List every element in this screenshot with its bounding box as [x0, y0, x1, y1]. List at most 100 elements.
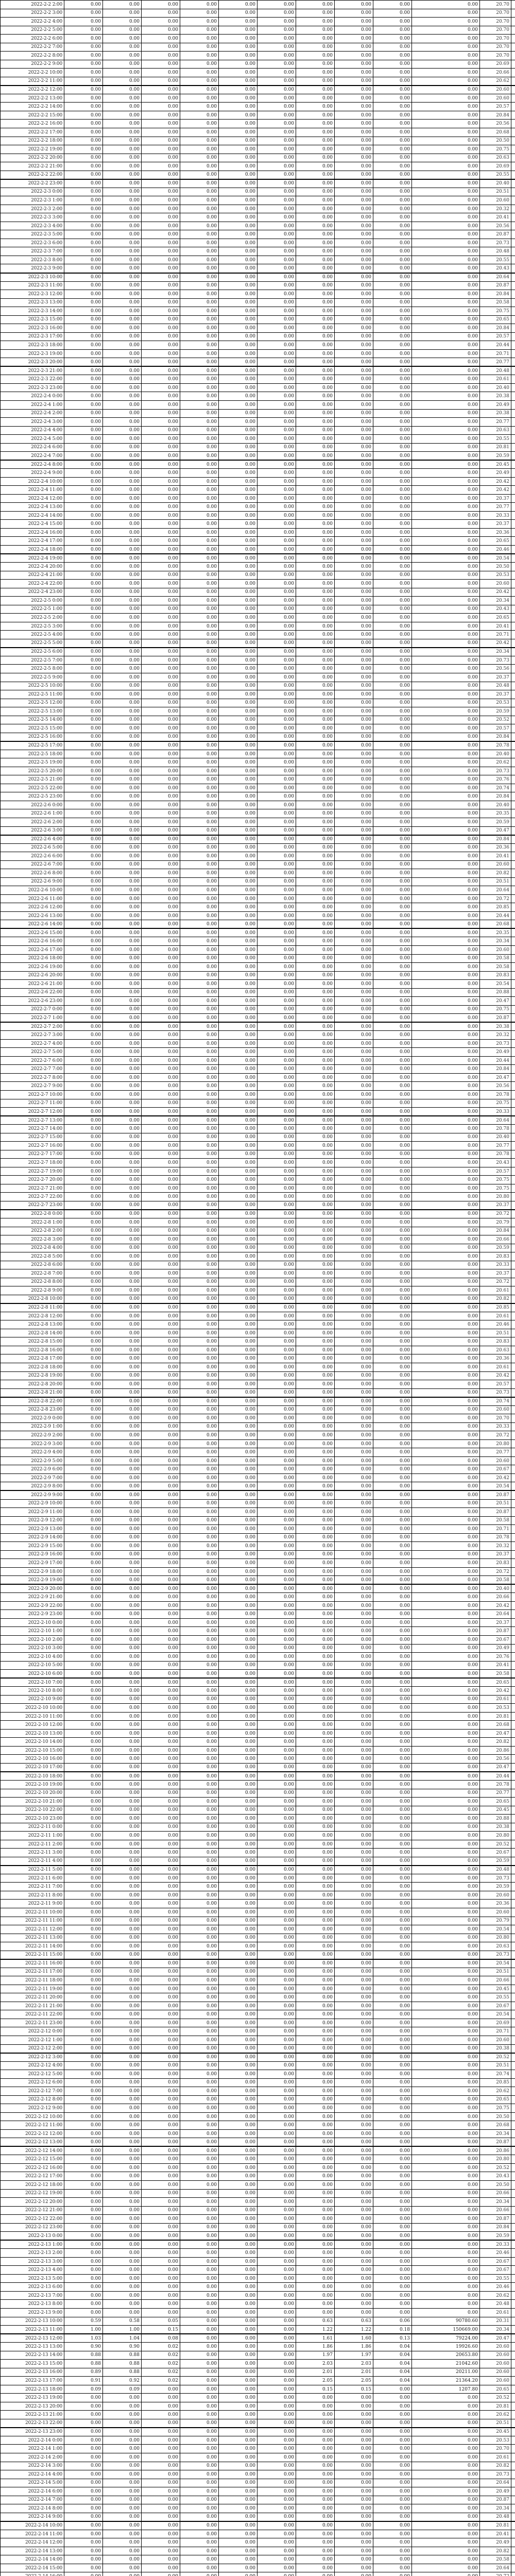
cell-value-1[interactable]: 0.00 — [64, 1064, 103, 1074]
cell-value-8[interactable]: 0.00 — [334, 1107, 373, 1116]
cell-value-1[interactable]: 0.00 — [64, 17, 103, 26]
cell-value-10[interactable]: 0.00 — [411, 1149, 480, 1159]
cell-value-5[interactable]: 0.00 — [218, 1762, 258, 1772]
cell-value-3[interactable]: 0.00 — [141, 1711, 180, 1721]
cell-value-9[interactable]: 0.04 — [373, 2359, 412, 2368]
cell-value-5[interactable]: 0.00 — [218, 758, 258, 767]
cell-value-3[interactable]: 0.00 — [141, 1141, 180, 1150]
cell-value-7[interactable]: 0.00 — [296, 2172, 335, 2181]
cell-value-3[interactable]: 0.00 — [141, 954, 180, 963]
cell-value-1[interactable]: 0.00 — [64, 2546, 103, 2556]
cell-value-1[interactable]: 0.00 — [64, 2572, 103, 2576]
cell-value-9[interactable]: 0.00 — [373, 247, 412, 256]
cell-value-4[interactable]: 0.00 — [180, 358, 219, 367]
cell-value-10[interactable]: 0.00 — [411, 1993, 480, 2002]
table-row[interactable]: 2022-2-2 6:00 0.00 0.00 0.00 0.00 0.00 0.00 0.0… — [0, 34, 515, 43]
cell-value-6[interactable]: 0.00 — [257, 587, 296, 597]
table-row[interactable]: 2022-2-6 13:00 0.00 0.00 0.00 0.00 0.00 0.00 0.… — [0, 911, 515, 921]
cell-value-2[interactable]: 0.00 — [102, 1516, 142, 1526]
cell-value-6[interactable]: 0.00 — [257, 1260, 296, 1270]
cell-value-9[interactable]: 0.00 — [373, 2495, 412, 2505]
cell-timestamp[interactable]: 2022-2-6 8:00 — [0, 869, 64, 878]
cell-value-2[interactable]: 0.00 — [102, 1098, 142, 1108]
cell-value-3[interactable]: 0.00 — [141, 1925, 180, 1934]
cell-value-5[interactable]: 0.00 — [218, 1754, 258, 1764]
cell-value-11[interactable]: 20.63 — [479, 153, 511, 163]
cell-value-7[interactable]: 0.00 — [296, 775, 335, 784]
table-row[interactable]: 2022-2-2 3:00 0.00 0.00 0.00 0.00 0.00 0.00 0.0… — [0, 8, 515, 18]
cell-value-12[interactable]: 15.82 — [511, 2027, 515, 2036]
cell-value-5[interactable]: 0.00 — [218, 1635, 258, 1645]
cell-value-11[interactable]: 20.52 — [479, 2393, 511, 2402]
table-row[interactable]: 2022-2-4 5:00 0.00 0.00 0.00 0.00 0.00 0.00 0.0… — [0, 434, 515, 444]
cell-value-12[interactable]: 18.99 — [511, 2172, 515, 2181]
cell-value-10[interactable]: 0.00 — [411, 42, 480, 52]
cell-value-6[interactable]: 0.00 — [257, 2282, 296, 2292]
cell-value-10[interactable]: 0.00 — [411, 281, 480, 291]
cell-timestamp[interactable]: 2022-2-8 13:00 — [0, 1320, 64, 1329]
cell-value-2[interactable]: 0.00 — [102, 1976, 142, 1985]
cell-value-1[interactable]: 0.88 — [64, 2350, 103, 2360]
cell-value-6[interactable]: 0.00 — [257, 153, 296, 163]
cell-timestamp[interactable]: 2022-2-5 23:00 — [0, 792, 64, 801]
cell-value-8[interactable]: 0.00 — [334, 307, 373, 316]
cell-value-7[interactable]: 0.00 — [296, 826, 335, 836]
cell-value-9[interactable]: 0.00 — [373, 2248, 412, 2258]
cell-value-7[interactable]: 0.00 — [296, 93, 335, 103]
cell-value-10[interactable]: 0.00 — [411, 2189, 480, 2198]
cell-value-11[interactable]: 20.83 — [479, 1252, 511, 1261]
cell-value-12[interactable]: 20.11 — [511, 2155, 515, 2164]
cell-value-11[interactable]: 20.46 — [479, 2248, 511, 2258]
cell-value-5[interactable]: 0.00 — [218, 392, 258, 401]
cell-value-1[interactable]: 0.00 — [64, 894, 103, 904]
cell-value-2[interactable]: 0.88 — [102, 2359, 142, 2368]
cell-value-1[interactable]: 0.00 — [64, 502, 103, 512]
cell-value-11[interactable]: 20.58 — [479, 298, 511, 308]
cell-value-7[interactable]: 0.00 — [296, 2504, 335, 2513]
cell-value-4[interactable]: 0.00 — [180, 1439, 219, 1449]
cell-value-12[interactable]: 15.96 — [511, 366, 515, 376]
cell-value-6[interactable]: 0.00 — [257, 290, 296, 299]
cell-value-9[interactable]: 0.00 — [373, 170, 412, 180]
cell-value-5[interactable]: 0.00 — [218, 2121, 258, 2130]
table-row[interactable]: 2022-2-3 10:00 0.00 0.00 0.00 0.00 0.00 0.00 0.… — [0, 272, 515, 282]
cell-value-4[interactable]: 0.00 — [180, 1337, 219, 1346]
cell-value-11[interactable]: 20.85 — [479, 2078, 511, 2088]
cell-value-2[interactable]: 0.00 — [102, 1022, 142, 1031]
cell-value-8[interactable]: 0.00 — [334, 2529, 373, 2539]
cell-value-6[interactable]: 0.00 — [257, 1363, 296, 1372]
cell-value-9[interactable]: 0.00 — [373, 1507, 412, 1517]
cell-timestamp[interactable]: 2022-2-6 16:00 — [0, 937, 64, 946]
cell-timestamp[interactable]: 2022-2-13 15:00 — [0, 2359, 64, 2368]
cell-value-1[interactable]: 0.00 — [64, 221, 103, 231]
cell-value-8[interactable]: 0.00 — [334, 502, 373, 512]
cell-value-10[interactable]: 0.00 — [411, 1584, 480, 1594]
cell-value-8[interactable]: 0.00 — [334, 690, 373, 699]
cell-value-11[interactable]: 20.71 — [479, 349, 511, 359]
cell-value-11[interactable]: 20.47 — [479, 1762, 511, 1772]
cell-value-3[interactable]: 0.00 — [141, 843, 180, 853]
cell-value-3[interactable]: 0.00 — [141, 1865, 180, 1874]
cell-value-1[interactable]: 0.00 — [64, 2172, 103, 2181]
cell-value-3[interactable]: 0.00 — [141, 2155, 180, 2164]
cell-value-1[interactable]: 0.00 — [64, 1822, 103, 1832]
cell-value-4[interactable]: 0.00 — [180, 1967, 219, 1977]
cell-value-1[interactable]: 0.00 — [64, 93, 103, 103]
cell-value-4[interactable]: 0.00 — [180, 511, 219, 520]
cell-value-5[interactable]: 0.00 — [218, 732, 258, 742]
cell-value-4[interactable]: 0.00 — [180, 545, 219, 554]
cell-value-3[interactable]: 0.00 — [141, 1456, 180, 1466]
cell-value-5[interactable]: 0.00 — [218, 1380, 258, 1389]
cell-value-11[interactable]: 20.60 — [479, 1908, 511, 1917]
cell-value-11[interactable]: 20.42 — [479, 587, 511, 597]
cell-value-8[interactable]: 0.00 — [334, 477, 373, 486]
cell-value-10[interactable]: 0.00 — [411, 621, 480, 631]
cell-value-11[interactable]: 20.51 — [479, 1499, 511, 1509]
cell-value-11[interactable]: 20.52 — [479, 715, 511, 725]
cell-value-2[interactable]: 0.00 — [102, 903, 142, 912]
cell-value-9[interactable]: 0.00 — [373, 2155, 412, 2164]
cell-timestamp[interactable]: 2022-2-7 15:00 — [0, 1132, 64, 1142]
cell-value-1[interactable]: 0.00 — [64, 434, 103, 444]
cell-value-11[interactable]: 20.41 — [479, 2529, 511, 2539]
cell-timestamp[interactable]: 2022-2-7 17:00 — [0, 1149, 64, 1159]
